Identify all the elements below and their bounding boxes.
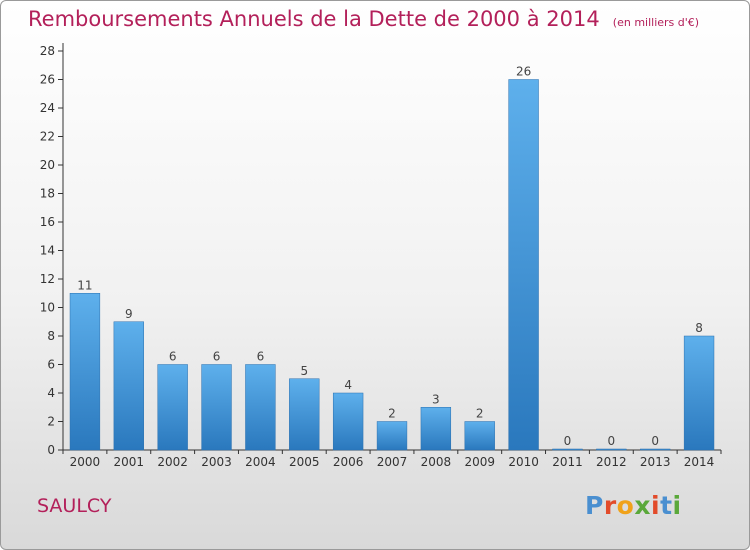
bar-value-label: 4 <box>344 378 352 392</box>
bar-2007 <box>376 421 408 451</box>
y-tick-label: 6 <box>47 358 55 372</box>
bar-2011 <box>552 448 583 451</box>
x-tick-label: 2013 <box>640 455 671 469</box>
y-tick-label: 18 <box>40 187 55 201</box>
bar-value-label: 6 <box>169 350 177 364</box>
x-tick-label: 2014 <box>684 455 715 469</box>
bar-2014 <box>683 335 715 451</box>
bar-value-label: 11 <box>77 278 92 292</box>
y-tick-label: 0 <box>47 443 55 457</box>
x-tick-label: 2009 <box>464 455 495 469</box>
y-tick-label: 8 <box>47 329 55 343</box>
bar-value-label: 8 <box>695 321 703 335</box>
y-tick-label: 14 <box>40 244 55 258</box>
y-tick-label: 2 <box>47 415 55 429</box>
bar-value-label: 0 <box>608 434 616 448</box>
bars: 11 9 6 6 6 5 4 2 3 2 26 0 0 0 8 <box>69 65 715 451</box>
y-tick-label: 24 <box>40 101 55 115</box>
bar-value-label: 5 <box>300 364 308 378</box>
y-tick-label: 28 <box>40 44 55 58</box>
x-axis: 2000 2001 2002 2003 2004 2005 2006 2007 2008 2009… <box>62 449 722 469</box>
y-tick-label: 10 <box>40 301 55 315</box>
bar-value-label: 9 <box>125 307 133 321</box>
bar-value-label: 3 <box>432 392 440 406</box>
bar-value-label: 6 <box>257 350 265 364</box>
y-tick-label: 26 <box>40 73 55 87</box>
y-tick-label: 4 <box>47 386 55 400</box>
bar-2009 <box>464 421 495 451</box>
bar-2010 <box>508 79 539 451</box>
x-tick-label: 2004 <box>245 455 276 469</box>
bar-2005 <box>289 378 320 451</box>
chart-title: Remboursements Annuels de la Dette de 20… <box>28 7 699 31</box>
x-tick-label: 2001 <box>114 455 145 469</box>
y-tick-label: 16 <box>40 215 55 229</box>
bar-2004 <box>245 364 276 451</box>
bar-2006 <box>332 392 364 451</box>
title-text: Remboursements Annuels de la Dette de 20… <box>28 7 600 31</box>
x-tick-label: 2003 <box>201 455 232 469</box>
bar-2012 <box>596 448 627 451</box>
bar-2013 <box>640 448 671 451</box>
x-tick-label: 2010 <box>508 455 539 469</box>
bar-value-label: 2 <box>388 407 396 421</box>
x-tick-label: 2011 <box>552 455 583 469</box>
y-tick-label: 22 <box>40 130 55 144</box>
bar-2001 <box>113 321 144 451</box>
y-tick-label: 20 <box>40 158 55 172</box>
bar-2003 <box>201 364 232 451</box>
x-tick-label: 2006 <box>333 455 364 469</box>
bar-2000 <box>69 293 101 451</box>
bar-value-label: 6 <box>213 350 221 364</box>
bar-2008 <box>420 407 452 451</box>
x-tick-label: 2000 <box>70 455 101 469</box>
proxiti-logo: Proxiti <box>585 491 682 520</box>
bar-value-label: 0 <box>564 434 572 448</box>
bar-value-label: 0 <box>651 434 659 448</box>
x-tick-label: 2002 <box>157 455 188 469</box>
commune-name: SAULCY <box>37 495 112 517</box>
bar-2002 <box>157 364 188 451</box>
x-tick-label: 2005 <box>289 455 320 469</box>
x-tick-label: 2008 <box>421 455 452 469</box>
x-tick-label: 2007 <box>377 455 408 469</box>
bar-value-label: 2 <box>476 407 484 421</box>
x-tick-label: 2012 <box>596 455 627 469</box>
unit-label: (en milliers d'€) <box>612 16 700 29</box>
bar-value-label: 26 <box>516 65 531 79</box>
y-tick-label: 12 <box>40 272 55 286</box>
